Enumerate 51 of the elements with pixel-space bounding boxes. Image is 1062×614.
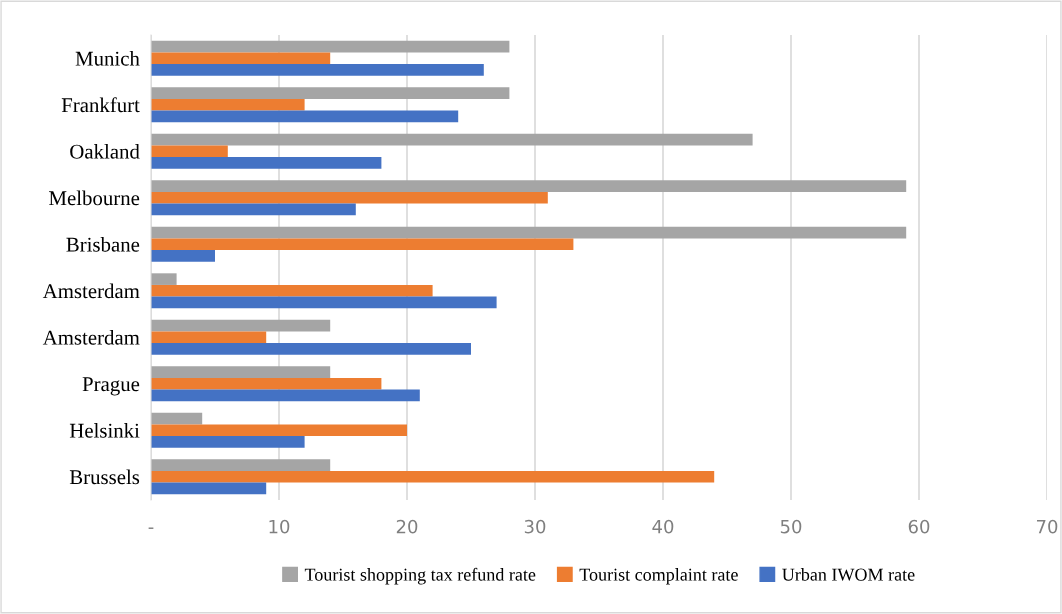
y-tick-label: Munich (75, 51, 140, 66)
x-tick-label: - (148, 527, 154, 529)
bar (151, 459, 331, 471)
bar (151, 366, 331, 378)
y-tick-label: Brisbane (66, 237, 140, 252)
y-tick-label: Helsinki (69, 423, 140, 438)
bar (151, 319, 331, 332)
x-tick-label: 10 (269, 519, 290, 534)
bar (151, 40, 510, 53)
bar (151, 191, 548, 204)
bar (151, 157, 382, 169)
bar (151, 377, 382, 390)
y-tick-label: Brussels (69, 469, 140, 485)
y-tick-label: Amsterdam (42, 283, 140, 299)
x-tick-label: 60 (908, 519, 930, 534)
bar (151, 424, 407, 437)
bar (151, 470, 715, 483)
bar (151, 52, 331, 65)
bar (151, 389, 420, 402)
bar (151, 296, 497, 309)
y-tick-label: Amsterdam (42, 330, 140, 345)
y-tick-label: Prague (82, 377, 140, 396)
bar (151, 238, 574, 251)
x-tick-label: 20 (396, 519, 418, 534)
legend-label: Tourist shopping tax refund rate (304, 567, 536, 585)
bar (151, 273, 177, 285)
bar (151, 412, 203, 425)
bar (151, 482, 267, 495)
bar (151, 98, 305, 111)
bar (151, 145, 228, 158)
x-tick-label: 30 (524, 519, 546, 534)
legend-label: Tourist complaint rate (579, 568, 738, 585)
y-tick-label: Melbourne (49, 190, 140, 206)
bar (151, 87, 510, 99)
bar (151, 226, 907, 239)
bar (151, 250, 215, 262)
bar (151, 203, 356, 216)
legend-label: Urban IWOM rate (782, 568, 915, 581)
x-tick-label: 70 (1036, 519, 1058, 534)
bar (151, 133, 753, 146)
bar (151, 331, 267, 344)
bar (151, 64, 484, 76)
y-tick-label: Oakland (70, 144, 140, 159)
x-tick-label: 50 (780, 519, 802, 534)
bar (151, 436, 305, 448)
y-tick-label: Frankfurt (61, 97, 140, 113)
x-tick-label: 40 (652, 519, 674, 534)
bar (151, 284, 433, 297)
bar (151, 180, 907, 192)
bar (151, 343, 471, 355)
bar (151, 110, 459, 123)
